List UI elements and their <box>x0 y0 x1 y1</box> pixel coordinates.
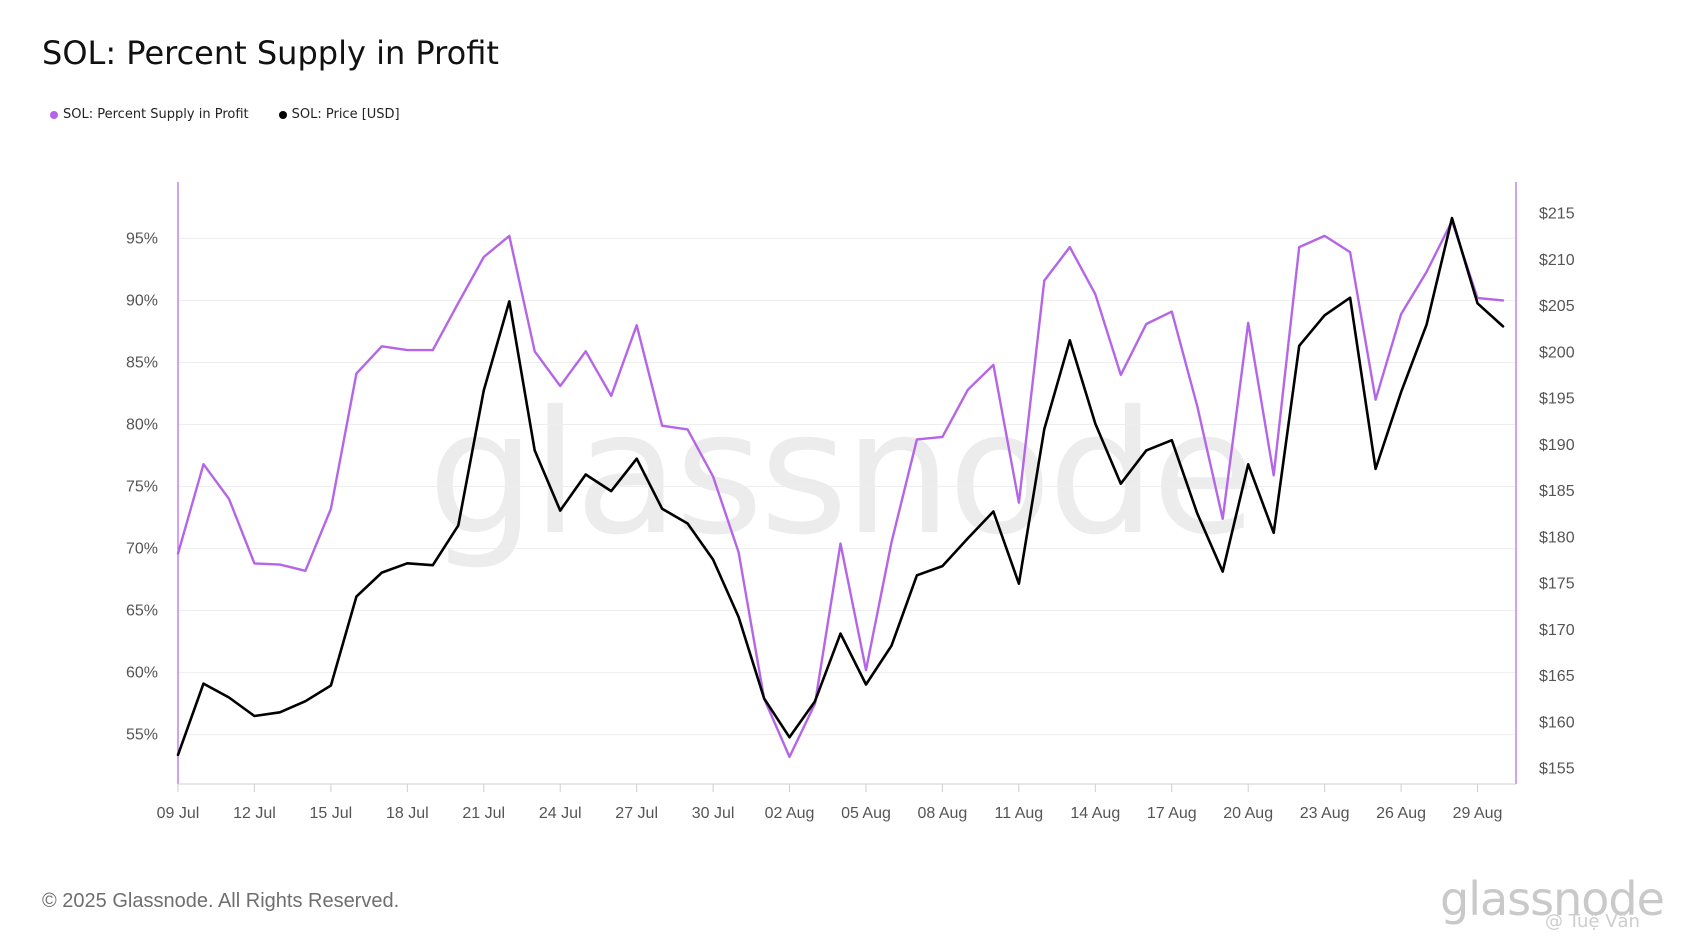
x-tick-label: 15 Jul <box>310 805 353 822</box>
y-right-tick-label: $175 <box>1539 576 1575 593</box>
x-tick-label: 30 Jul <box>692 805 735 822</box>
y-right-tick-label: $155 <box>1539 761 1575 778</box>
y-left-tick-label: 60% <box>126 665 158 682</box>
x-tick-label: 17 Aug <box>1147 805 1197 822</box>
x-tick-label: 18 Jul <box>386 805 429 822</box>
legend-label-supply: SOL: Percent Supply in Profit <box>63 107 249 122</box>
x-tick-label: 24 Jul <box>539 805 582 822</box>
y-right-tick-label: $165 <box>1539 668 1575 685</box>
x-tick-label: 08 Aug <box>918 805 968 822</box>
x-tick-label: 09 Jul <box>157 805 200 822</box>
y-right-tick-label: $190 <box>1539 437 1575 454</box>
y-left-tick-label: 65% <box>126 603 158 620</box>
y-right-tick-label: $170 <box>1539 622 1575 639</box>
x-tick-label: 21 Jul <box>462 805 505 822</box>
y-right-tick-label: $205 <box>1539 298 1575 315</box>
legend-item-supply[interactable]: SOL: Percent Supply in Profit <box>50 107 249 122</box>
y-left-tick-label: 55% <box>126 727 158 744</box>
y-left-tick-label: 80% <box>126 416 158 433</box>
y-right-tick-label: $195 <box>1539 391 1575 408</box>
y-left-tick-label: 85% <box>126 354 158 371</box>
series-line-supply-in-profit <box>176 219 1505 759</box>
y-right-tick-label: $215 <box>1539 206 1575 223</box>
y-left-tick-label: 70% <box>126 541 158 558</box>
y-left-tick-label: 75% <box>126 479 158 496</box>
y-left-tick-label: 95% <box>126 230 158 247</box>
y-right-tick-label: $160 <box>1539 714 1575 731</box>
y-right-tick-label: $210 <box>1539 252 1575 269</box>
y-right-tick-label: $200 <box>1539 344 1575 361</box>
x-tick-label: 14 Aug <box>1070 805 1120 822</box>
copyright-text: © 2025 Glassnode. All Rights Reserved. <box>42 890 400 912</box>
x-tick-label: 05 Aug <box>841 805 891 822</box>
x-tick-label: 12 Jul <box>233 805 276 822</box>
legend-label-price: SOL: Price [USD] <box>291 107 400 122</box>
legend-item-price[interactable]: SOL: Price [USD] <box>278 107 400 122</box>
x-tick-label: 02 Aug <box>765 805 815 822</box>
y-right-tick-label: $185 <box>1539 483 1575 500</box>
x-tick-label: 29 Aug <box>1453 805 1503 822</box>
legend-swatch-supply <box>50 110 58 119</box>
x-tick-label: 23 Aug <box>1300 805 1350 822</box>
x-tick-label: 11 Aug <box>995 805 1044 822</box>
legend: SOL: Percent Supply in Profit SOL: Price… <box>50 107 430 122</box>
series-line-price <box>176 216 1505 757</box>
y-right-tick-label: $180 <box>1539 529 1575 546</box>
legend-swatch-price <box>278 110 287 119</box>
y-left-tick-label: 90% <box>126 292 158 309</box>
brand-logo: glassnode <box>1440 872 1665 926</box>
x-tick-label: 26 Aug <box>1376 805 1426 822</box>
chart-title: SOL: Percent Supply in Profit <box>42 34 499 72</box>
x-tick-label: 20 Aug <box>1223 805 1273 822</box>
watermark: glassnode <box>428 375 1253 573</box>
x-tick-label: 27 Jul <box>615 805 658 822</box>
attribution-text: @ Tuệ Vẫn <box>1545 911 1640 932</box>
